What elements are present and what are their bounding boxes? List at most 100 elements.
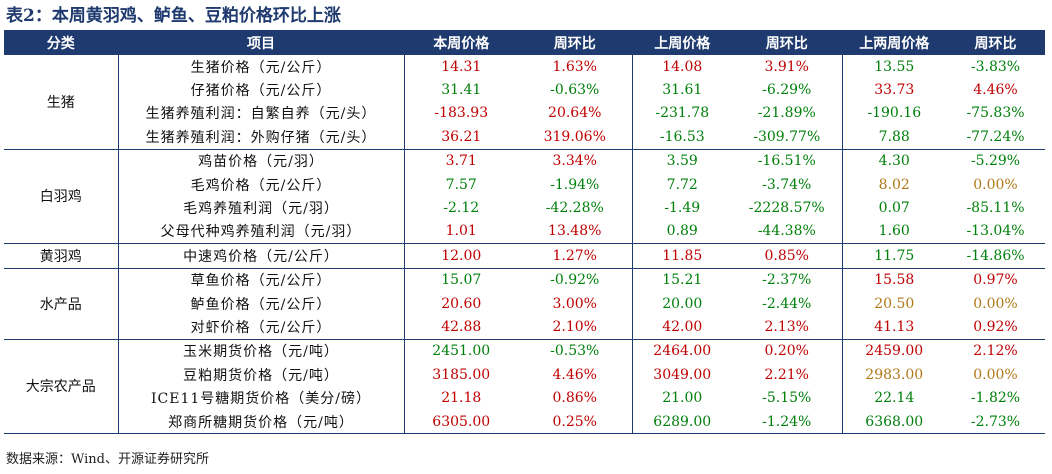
- wow-cell: 1.63%: [552, 58, 597, 75]
- table-row: 毛鸡价格（元/公斤） 7.57 -1.94% 7.72 -3.74% 8.02 0.00%: [4, 172, 1045, 197]
- category-cell: 生猪: [4, 55, 118, 150]
- header-wow-3: 周环比: [946, 30, 1045, 55]
- wow-cell: 20.64%: [548, 105, 602, 122]
- price-cell: 7.57: [403, 172, 518, 197]
- table-row: 水产品 草鱼价格（元/公斤） 15.07 -0.92% 15.21 -2.37% 15.58…: [4, 268, 1045, 340]
- item-cell: 生猪价格（元/公斤）: [117, 55, 404, 79]
- wow-cell: 0.92%: [946, 315, 1045, 340]
- price-cell: 0.89: [631, 219, 732, 245]
- item-cell: 生猪养殖利润：自繁自养（元/头）: [117, 101, 404, 126]
- table-body: 生猪 生猪价格（元/公斤） 14.31 1.63% 14.08 3.91% 13.55 -3.…: [4, 55, 1045, 435]
- item-cell: 鸡苗价格（元/羽）: [117, 149, 404, 173]
- price-cell: -190.16: [841, 101, 946, 126]
- table-row: 生猪 生猪价格（元/公斤） 14.31 1.63% 14.08 3.91% 13.55 -3.…: [4, 55, 1045, 150]
- price-cell: -16.53: [631, 125, 732, 150]
- price-cell: 1.01: [403, 219, 518, 245]
- category-cell: 白羽鸡: [4, 149, 118, 245]
- wow-cell: 0.86%: [552, 390, 597, 407]
- price-cell: 8.02: [841, 172, 946, 197]
- wow-cell: -0.63%: [550, 82, 600, 99]
- price-cell: 6305.00: [403, 409, 518, 435]
- wow-cell: 319.06%: [518, 125, 632, 150]
- price-cell: 2464.00: [631, 339, 732, 364]
- price-cell: 15.58: [841, 268, 946, 292]
- item-cell: 中速鸡价格（元/公斤）: [117, 243, 404, 269]
- wow-cell: -5.15%: [762, 390, 812, 407]
- price-table: 分类 项目 本周价格 周环比 上周价格 周环比 上两周价格 周环比 生猪 生猪价格…: [4, 30, 1045, 435]
- item-cell: 玉米期货价格（元/吨）: [117, 339, 404, 364]
- price-cell: 14.08: [631, 55, 732, 79]
- price-cell: 13.55: [841, 55, 946, 79]
- item-cell: 对虾价格（元/公斤）: [117, 315, 404, 340]
- table-row: 黄羽鸡 中速鸡价格（元/公斤） 12.00 1.27% 11.85 0.85% 11.75-…: [4, 243, 1045, 269]
- wow-cell: 0.20%: [764, 343, 809, 360]
- price-cell: 6289.00: [631, 409, 732, 435]
- price-cell: 21.18: [403, 386, 518, 410]
- wow-cell: 13.48%: [518, 219, 632, 245]
- wow-cell: 4.46%: [973, 82, 1018, 99]
- table-row: 生猪养殖利润：自繁自养（元/头） -183.93 20.64% -231.78 -21.…: [4, 101, 1045, 126]
- price-cell: 3049.00: [631, 363, 732, 387]
- price-cell: 33.73: [841, 78, 946, 102]
- table-title: 表2：本周黄羽鸡、鲈鱼、豆粕价格环比上涨: [6, 6, 341, 26]
- price-cell: 11.85: [631, 243, 732, 269]
- table-row: 父母代种鸡养殖利润（元/羽） 1.01 13.48% 0.89 -44.38% 1.60-…: [4, 219, 1045, 245]
- header-row: 分类 项目 本周价格 周环比 上周价格 周环比 上两周价格 周环比: [4, 30, 1045, 55]
- price-cell: 3185.00: [403, 363, 518, 387]
- wow-cell: -1.24%: [732, 409, 842, 435]
- category-cell: 大宗农产品: [4, 339, 118, 435]
- wow-cell: -3.83%: [970, 58, 1021, 75]
- wow-cell: 2.13%: [732, 315, 842, 340]
- wow-cell: -0.92%: [550, 272, 600, 289]
- item-cell: 豆粕期货价格（元/吨）: [117, 363, 404, 387]
- item-cell: 生猪养殖利润：外购仔猪（元/头）: [117, 125, 404, 150]
- category-cell: 水产品: [4, 268, 118, 340]
- wow-cell: 0.25%: [518, 409, 632, 435]
- price-cell: 36.21: [403, 125, 518, 150]
- wow-cell: -42.28%: [545, 200, 604, 217]
- category-cell: 黄羽鸡: [4, 243, 118, 269]
- wow-cell: -16.51%: [757, 153, 816, 170]
- wow-cell: -2.73%: [946, 409, 1045, 435]
- price-cell: 7.88: [841, 125, 946, 150]
- item-cell: ICE11号糖期货价格（美分/磅）: [117, 386, 404, 410]
- price-cell: 12.00: [403, 243, 518, 269]
- wow-cell: 2.21%: [764, 366, 809, 383]
- wow-cell: -6.29%: [762, 82, 812, 99]
- table-row: 豆粕期货价格（元/吨） 3185.00 4.46% 3049.00 2.21% 2983.…: [4, 363, 1045, 387]
- table-row: ICE11号糖期货价格（美分/磅） 21.18 0.86% 21.00 -5.15% 22…: [4, 386, 1045, 410]
- table-row: 鲈鱼价格（元/公斤） 20.60 3.00% 20.00 -2.44% 20.50 0.00…: [4, 291, 1045, 316]
- header-this-week-price: 本周价格: [403, 30, 518, 55]
- price-cell: -2.12: [403, 196, 518, 220]
- table-row: 生猪养殖利润：外购仔猪（元/头） 36.21 319.06% -16.53 -309.7…: [4, 125, 1045, 150]
- wow-cell: 0.00%: [973, 176, 1018, 193]
- header-item: 项目: [117, 30, 404, 55]
- price-cell: 20.00: [631, 291, 732, 316]
- wow-cell: 3.34%: [552, 153, 597, 170]
- header-wow-2: 周环比: [732, 30, 842, 55]
- item-cell: 仔猪价格（元/公斤）: [117, 78, 404, 102]
- item-cell: 父母代种鸡养殖利润（元/羽）: [117, 219, 404, 245]
- wow-cell: 0.85%: [732, 243, 842, 269]
- price-cell: 42.88: [403, 315, 518, 340]
- wow-cell: -1.82%: [970, 390, 1021, 407]
- price-cell: 3.59: [631, 149, 732, 173]
- wow-cell: -2.44%: [762, 295, 812, 312]
- item-cell: 郑商所糖期货价格（元/吨）: [117, 409, 404, 435]
- wow-cell: -77.24%: [946, 125, 1045, 150]
- price-cell: 42.00: [631, 315, 732, 340]
- price-cell: 15.21: [631, 268, 732, 292]
- wow-cell: 2.12%: [973, 343, 1018, 360]
- wow-cell: -5.29%: [970, 153, 1021, 170]
- wow-cell: 1.27%: [518, 243, 632, 269]
- wow-cell: -44.38%: [732, 219, 842, 245]
- item-cell: 毛鸡价格（元/公斤）: [117, 172, 404, 197]
- wow-cell: 4.46%: [552, 366, 597, 383]
- wow-cell: 0.97%: [973, 272, 1018, 289]
- price-cell: 6368.00: [841, 409, 946, 435]
- wow-cell: -1.94%: [550, 176, 600, 193]
- wow-cell: -3.74%: [762, 176, 812, 193]
- source-note: 数据来源：Wind、开源证券研究所: [6, 452, 209, 467]
- wow-cell: -14.86%: [946, 243, 1045, 269]
- price-cell: 20.50: [841, 291, 946, 316]
